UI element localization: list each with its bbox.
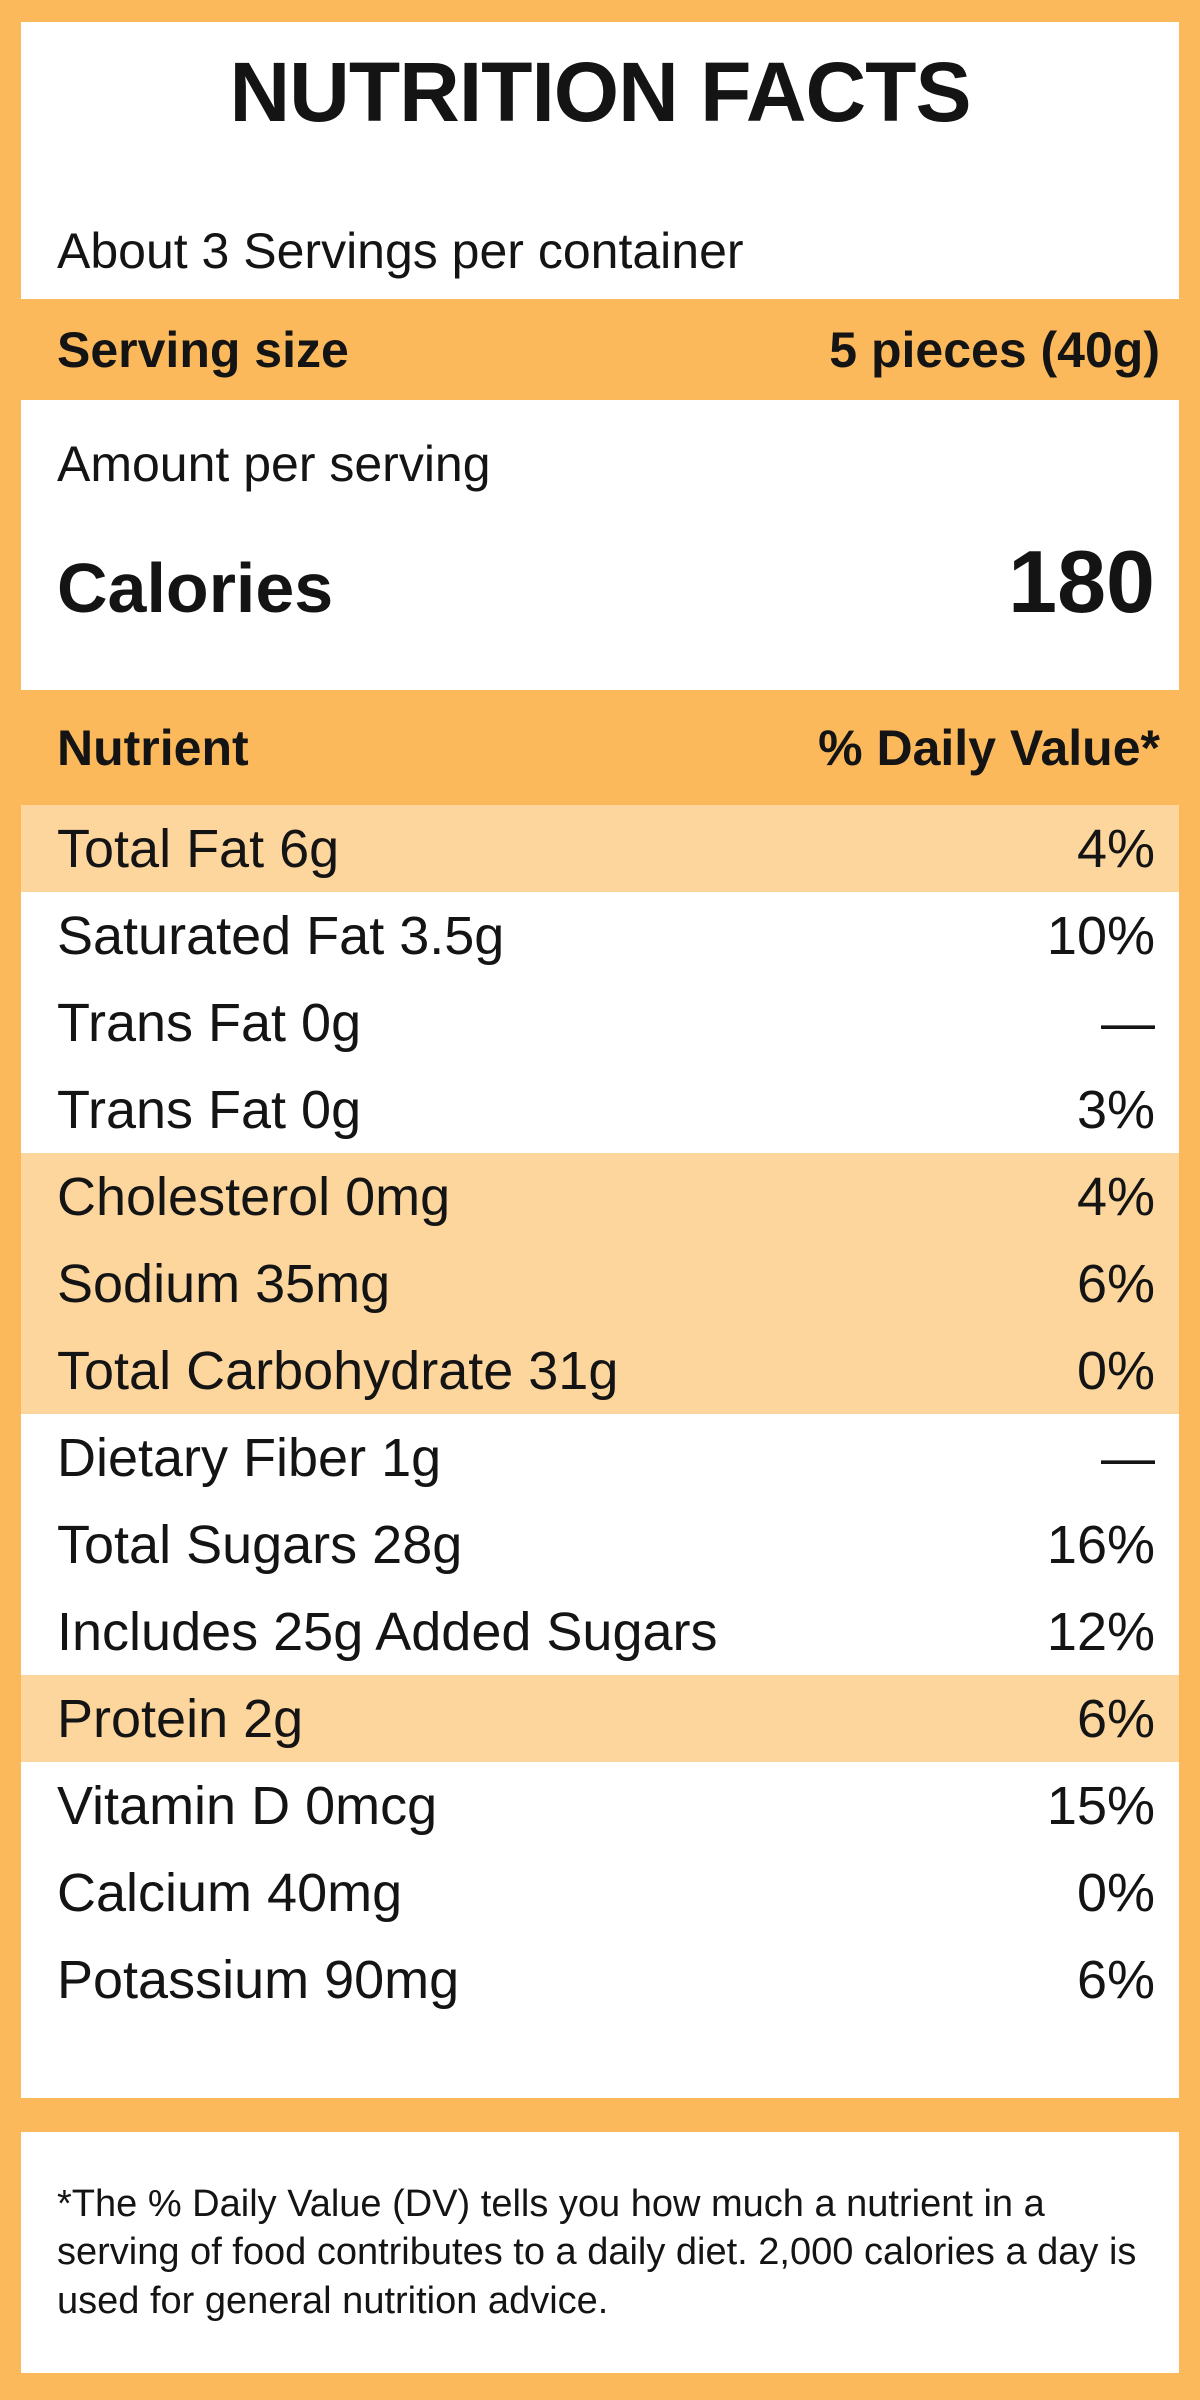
nutrient-table: Total Fat 6g 4% Saturated Fat 3.5g 10% Trans… — [21, 805, 1179, 2098]
table-row: Total Sugars 28g 16% — [21, 1501, 1179, 1588]
nutrient-name: Includes 25g Added Sugars — [57, 1601, 718, 1662]
table-row: Trans Fat 0g 3% — [21, 1066, 1179, 1153]
calories-value: 180 — [1008, 532, 1155, 631]
calories-label: Calories — [57, 549, 334, 627]
nutrient-name: Dietary Fiber 1g — [57, 1427, 442, 1488]
nutrient-daily-value: 6% — [1076, 1688, 1155, 1749]
nutrient-name: Trans Fat 0g — [57, 1079, 362, 1140]
nutrient-name: Calcium 40mg — [57, 1862, 403, 1923]
amount-per-serving-label: Amount per serving — [57, 436, 491, 492]
nutrient-daily-value: 3% — [1076, 1079, 1155, 1140]
serving-size-band: Serving size 5 pieces (40g) — [0, 299, 1200, 400]
table-row: Trans Fat 0g — — [21, 979, 1179, 1066]
nutrient-name: Vitamin D 0mcg — [57, 1775, 438, 1836]
section-divider — [0, 2098, 1200, 2132]
nutrient-daily-value: — — [1101, 1427, 1155, 1488]
nutrient-name: Total Carbohydrate 31g — [57, 1340, 619, 1401]
table-row: Vitamin D 0mcg 15% — [21, 1762, 1179, 1849]
servings-per-container-text: About 3 Servings per container — [57, 223, 744, 279]
calories-section: Amount per serving Calories 180 — [21, 400, 1179, 690]
table-row: Dietary Fiber 1g — — [21, 1414, 1179, 1501]
nutrient-daily-value: 12% — [1046, 1601, 1155, 1662]
nutrient-daily-value: 4% — [1076, 818, 1155, 879]
column-header-nutrient: Nutrient — [57, 719, 249, 776]
table-row: Total Carbohydrate 31g 0% — [21, 1327, 1179, 1414]
calories-row: Calories 180 — [57, 538, 1155, 626]
table-row: Calcium 40mg 0% — [21, 1849, 1179, 1936]
column-header-daily-value: % Daily Value* — [818, 719, 1160, 776]
table-row: Sodium 35mg 6% — [21, 1240, 1179, 1327]
table-row: Total Fat 6g 4% — [21, 805, 1179, 892]
nutrient-daily-value: 0% — [1076, 1862, 1155, 1923]
table-row: Saturated Fat 3.5g 10% — [21, 892, 1179, 979]
daily-value-footnote: *The % Daily Value (DV) tells you how mu… — [57, 2182, 1137, 2322]
table-row: Protein 2g 6% — [21, 1675, 1179, 1762]
nutrient-daily-value: 6% — [1076, 1949, 1155, 2010]
table-row: Includes 25g Added Sugars 12% — [21, 1588, 1179, 1675]
table-row: Cholesterol 0mg 4% — [21, 1153, 1179, 1240]
nutrient-daily-value: — — [1101, 992, 1155, 1053]
nutrient-name: Trans Fat 0g — [57, 992, 362, 1053]
page-title: NUTRITION FACTS — [229, 45, 972, 139]
footnote-section: *The % Daily Value (DV) tells you how mu… — [21, 2132, 1179, 2373]
nutrient-daily-value: 6% — [1076, 1253, 1155, 1314]
nutrient-name: Saturated Fat 3.5g — [57, 905, 505, 966]
nutrient-name: Potassium 90mg — [57, 1949, 460, 2010]
table-column-header: Nutrient % Daily Value* — [0, 690, 1200, 805]
nutrient-daily-value: 0% — [1076, 1340, 1155, 1401]
serving-size-value: 5 pieces (40g) — [829, 321, 1160, 378]
nutrient-name: Cholesterol 0mg — [57, 1166, 451, 1227]
label-header-section: NUTRITION FACTS About 3 Servings per con… — [21, 22, 1179, 299]
nutrient-name: Sodium 35mg — [57, 1253, 391, 1314]
table-row: Potassium 90mg 6% — [21, 1936, 1179, 2023]
nutrient-daily-value: 16% — [1046, 1514, 1155, 1575]
nutrient-name: Total Fat 6g — [57, 818, 340, 879]
nutrient-daily-value: 4% — [1076, 1166, 1155, 1227]
nutrient-daily-value: 15% — [1046, 1775, 1155, 1836]
nutrient-name: Total Sugars 28g — [57, 1514, 463, 1575]
nutrient-name: Protein 2g — [57, 1688, 304, 1749]
nutrient-daily-value: 10% — [1046, 905, 1155, 966]
serving-size-label: Serving size — [57, 321, 349, 378]
